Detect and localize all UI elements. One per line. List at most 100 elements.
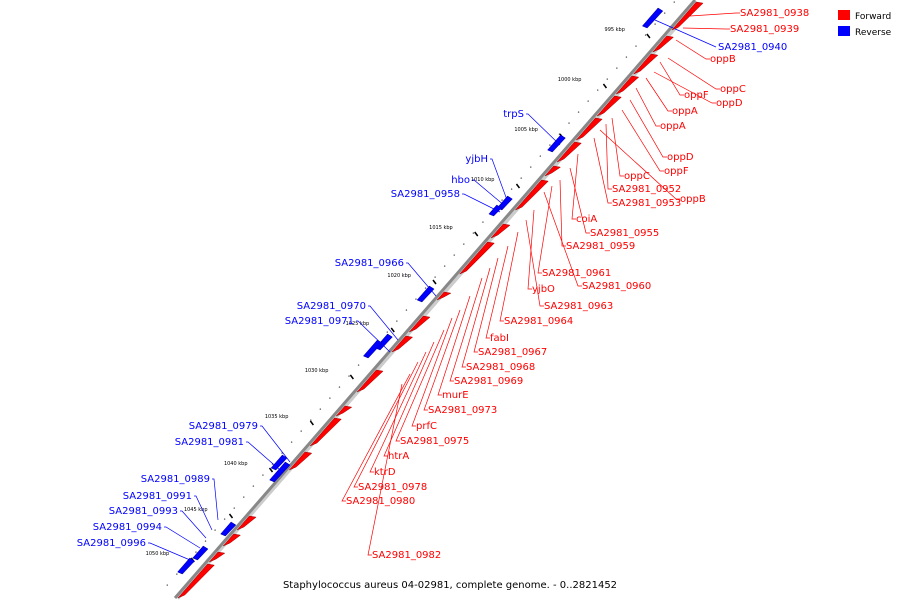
forward-gene-label: SA2981_0963 (544, 301, 613, 312)
track-dot (386, 331, 388, 333)
reverse-gene-label: SA2981_0989 (141, 474, 210, 485)
forward-gene-label: htrA (388, 451, 409, 462)
track-dot (625, 56, 628, 58)
forward-leader (423, 309, 461, 411)
reverse-leader (212, 478, 219, 521)
track-dot (223, 518, 226, 520)
forward-gene-label: fabI (490, 333, 509, 344)
reverse-leader (526, 113, 561, 146)
forward-leader (527, 209, 535, 290)
forward-leader (449, 277, 483, 382)
track-dot (319, 408, 322, 410)
reverse-gene-label: SA2981_0940 (718, 42, 787, 53)
forward-gene-label: oppB (710, 54, 736, 65)
forward-leader (599, 129, 680, 200)
forward-leader (621, 109, 664, 172)
forward-leader (675, 39, 710, 60)
forward-leader (395, 329, 445, 442)
map-caption: Staphylococcus aureus 04-02981, complete… (283, 580, 617, 591)
track-dot (348, 375, 350, 377)
forward-gene-label: oppB (680, 194, 706, 205)
forward-gene (633, 53, 659, 75)
legend-forward-swatch (838, 10, 850, 20)
forward-gene-label: oppD (716, 98, 743, 109)
track-dot (338, 386, 341, 388)
track-dot (415, 298, 417, 300)
forward-leader (593, 137, 612, 204)
forward-gene-label: SA2981_0939 (730, 24, 799, 35)
forward-gene (236, 515, 257, 531)
forward-gene-label: oppF (684, 90, 709, 101)
forward-gene-label: SA2981_0973 (428, 405, 497, 416)
track-dot (577, 111, 580, 113)
forward-gene-label: SA2981_0953 (612, 198, 681, 209)
tick-label: 1030 kbp (305, 368, 329, 374)
track-dot (606, 78, 608, 80)
track-dot (520, 177, 522, 179)
reverse-gene (547, 134, 566, 153)
tick-label: 1035 kbp (265, 414, 289, 420)
forward-gene-label: yjbO (532, 284, 555, 295)
forward-leader (525, 219, 544, 307)
track-dot (501, 199, 503, 201)
forward-gene-label: oppC (720, 84, 746, 95)
reverse-gene (177, 557, 195, 575)
forward-gene-label: oppF (664, 166, 689, 177)
reverse-gene (220, 521, 237, 537)
track-dot (453, 254, 455, 256)
track-dot (405, 309, 408, 311)
reverse-gene (269, 461, 291, 483)
reverse-leader (180, 510, 207, 539)
forward-leader (411, 317, 453, 427)
reverse-gene (192, 545, 209, 561)
forward-gene-label: oppA (660, 121, 686, 132)
track-dot (673, 1, 675, 3)
reverse-gene (416, 285, 435, 303)
tick-label: 1015 kbp (429, 225, 453, 231)
reverse-strand-dots (166, 1, 675, 586)
track-dot (166, 584, 168, 586)
forward-gene-label: ktrD (374, 467, 396, 478)
track-dot (635, 45, 637, 47)
tick-mark (432, 279, 437, 285)
forward-leader (689, 12, 740, 17)
track-dot (568, 122, 570, 124)
track-dot (663, 12, 666, 14)
forward-leader (499, 231, 519, 322)
forward-leader (667, 57, 720, 90)
reverse-genes (177, 7, 664, 575)
forward-gene-label: SA2981_0980 (346, 496, 415, 507)
forward-leader (653, 71, 716, 104)
tick-label: 1005 kbp (514, 127, 538, 133)
track-dot (262, 474, 264, 476)
track-dot (654, 23, 656, 25)
track-dot (357, 364, 360, 366)
track-dot (233, 507, 235, 509)
track-dot (424, 287, 427, 289)
gene-labels: SA2981_0938 SA2981_0939 oppB oppC oppF oppD op… (77, 8, 810, 561)
tick-label: 1010 kbp (471, 177, 495, 183)
reverse-gene-label: SA2981_0996 (77, 538, 146, 549)
forward-gene-label: SA2981_0955 (590, 228, 659, 239)
label-leaders (148, 12, 740, 561)
reverse-leader (148, 542, 191, 561)
forward-gene (356, 369, 384, 393)
forward-gene-label: coiA (576, 214, 597, 225)
track-dot (243, 496, 245, 498)
forward-gene-label: oppD (667, 152, 694, 163)
forward-leader (645, 77, 672, 112)
forward-leader (559, 179, 566, 247)
forward-gene (544, 165, 562, 177)
forward-leader (461, 267, 491, 368)
track-dot (300, 430, 302, 432)
forward-leader (571, 153, 579, 220)
track-dot (195, 551, 197, 553)
track-dot (252, 485, 255, 487)
forward-gene (576, 117, 603, 141)
track-dot (214, 529, 216, 531)
forward-leader (611, 117, 624, 177)
tick-label: 1020 kbp (387, 273, 411, 279)
forward-leader (629, 99, 667, 158)
forward-leader (537, 185, 553, 274)
tick-label: 1040 kbp (224, 461, 248, 467)
